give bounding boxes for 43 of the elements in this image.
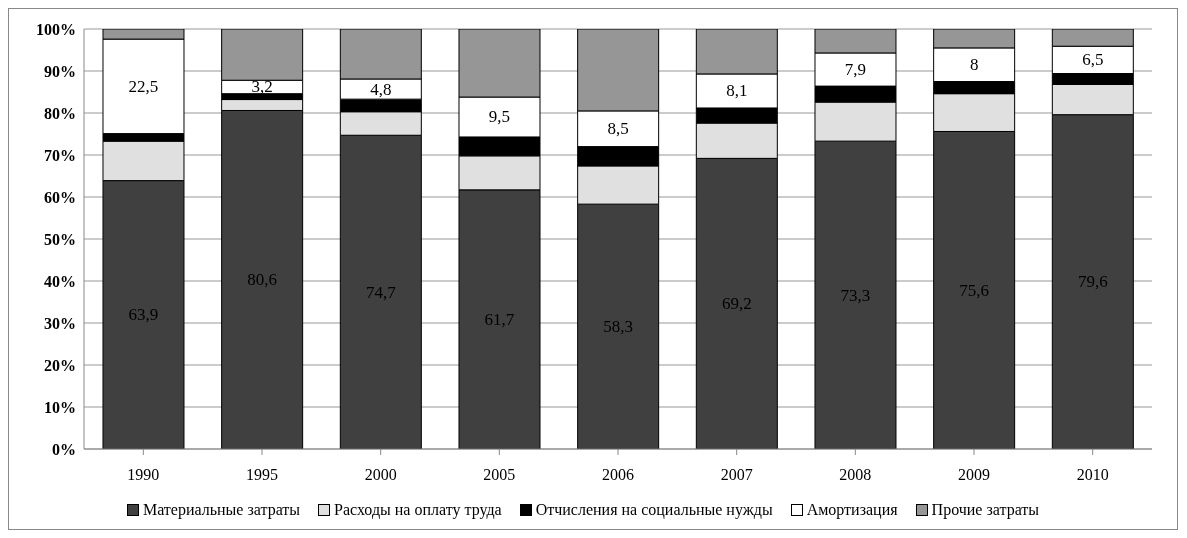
data-label: 22,5 xyxy=(128,76,159,96)
y-tick-label: 80% xyxy=(44,104,76,122)
y-tick-label: 30% xyxy=(44,314,76,332)
y-tick-label: 10% xyxy=(44,398,76,416)
data-label: 74,7 xyxy=(365,282,397,302)
x-tick-label: 1990 xyxy=(127,466,160,484)
legend-label: Расходы на оплату труда xyxy=(334,501,502,519)
data-label: 80,6 xyxy=(247,270,278,290)
data-label: 58,3 xyxy=(603,317,634,337)
data-label: 61,7 xyxy=(484,309,515,329)
legend-label: Отчисления на социальные нужды xyxy=(535,501,773,519)
data-label: 8,1 xyxy=(726,81,748,101)
legend-label: Прочие затраты xyxy=(931,501,1040,519)
y-tick-label: 90% xyxy=(44,62,76,80)
y-tick-label: 40% xyxy=(44,272,76,290)
x-tick-label: 2000 xyxy=(364,466,397,484)
x-tick-label: 1995 xyxy=(246,466,278,484)
data-label: 79,6 xyxy=(1077,272,1108,292)
data-label: 63,9 xyxy=(128,305,159,325)
x-tick-label: 2008 xyxy=(839,466,872,484)
y-tick-label: 50% xyxy=(44,230,76,248)
y-tick-label: 20% xyxy=(44,356,76,374)
data-label: 8 xyxy=(969,55,979,75)
data-label: 75,6 xyxy=(959,280,990,300)
y-tick-label: 60% xyxy=(44,188,76,206)
y-tick-label: 0% xyxy=(52,440,76,458)
data-label: 8,5 xyxy=(607,119,629,139)
x-tick-label: 2006 xyxy=(602,466,634,484)
data-label: 9,5 xyxy=(488,107,511,127)
x-tick-label: 2009 xyxy=(958,466,990,484)
y-tick-label: 100% xyxy=(36,20,76,38)
data-label: 7,9 xyxy=(844,60,867,80)
data-label: 4,8 xyxy=(370,79,392,99)
data-label: 3,2 xyxy=(251,77,273,97)
data-label: 6,5 xyxy=(1082,50,1104,70)
x-tick-label: 2005 xyxy=(483,466,516,484)
y-tick-label: 70% xyxy=(44,146,76,164)
x-tick-label: 2007 xyxy=(720,466,753,484)
data-label: 69,2 xyxy=(721,294,752,314)
legend-label: Материальные затраты xyxy=(142,501,301,519)
x-tick-label: 2010 xyxy=(1076,466,1109,484)
legend-label: Амортизация xyxy=(806,501,898,519)
data-label: 73,3 xyxy=(840,285,871,305)
